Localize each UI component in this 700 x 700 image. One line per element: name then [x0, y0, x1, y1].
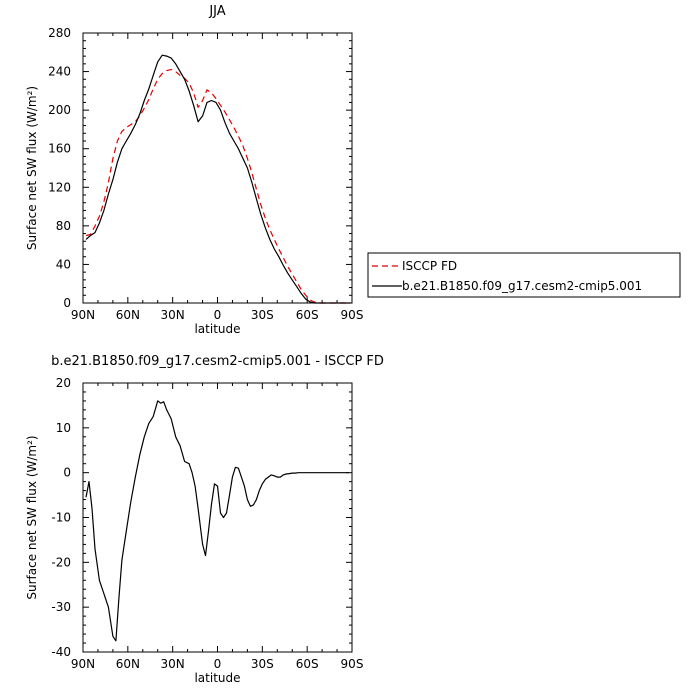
x-tick-label: 60S — [296, 657, 319, 671]
y-axis-title: Surface net SW flux (W/m²) — [25, 435, 39, 599]
x-tick-label: 30S — [251, 308, 274, 322]
series-line-0 — [85, 68, 351, 304]
x-tick-label: 30N — [161, 308, 185, 322]
legend-box — [367, 252, 681, 298]
x-tick-label: 60N — [116, 308, 140, 322]
x-tick-label: 30N — [161, 657, 185, 671]
plot-frame — [82, 382, 353, 653]
y-tick-label: 160 — [48, 142, 71, 156]
y-tick-label: 40 — [56, 257, 71, 271]
y-tick-label: 200 — [48, 103, 71, 117]
y-tick-label: 20 — [56, 376, 71, 390]
x-tick-label: 30S — [251, 657, 274, 671]
panel-top-zonal-mean: 90N 60N 30N 0 30S 60S 90S 0 40 80 120 160 200 240 280 J… — [25, 4, 681, 336]
series-line-1 — [85, 54, 351, 304]
y-tick-label: 0 — [63, 466, 71, 480]
y-tick-label: -10 — [51, 511, 71, 525]
legend-label: ISCCP FD — [402, 259, 457, 273]
y-tick-label: -30 — [51, 600, 71, 614]
panel-bottom-difference: 90N 60N 30N 0 30S 60S 90S -40 -30 -20 -10 0 10 20 b.e2… — [25, 354, 384, 685]
series-line-0 — [85, 400, 349, 642]
x-axis-title: latitude — [194, 671, 240, 685]
x-tick-label: 0 — [214, 657, 222, 671]
panel-title: JJA — [208, 4, 225, 19]
y-tick-label: 80 — [56, 219, 71, 233]
y-tick-label: -40 — [51, 645, 71, 659]
y-axis-title: Surface net SW flux (W/m²) — [25, 86, 39, 250]
y-tick-label: 0 — [63, 296, 71, 310]
x-tick-label: 90N — [71, 308, 95, 322]
y-tick-label: 10 — [56, 421, 71, 435]
y-tick-label: 240 — [48, 65, 71, 79]
panel-title: b.e21.B1850.f09_g17.cesm2-cmip5.001 - IS… — [51, 354, 384, 369]
y-tick-label: 120 — [48, 180, 71, 194]
x-tick-label: 90S — [341, 308, 364, 322]
y-tick-label: -20 — [51, 555, 71, 569]
x-tick-label: 90S — [341, 657, 364, 671]
x-axis-title: latitude — [194, 322, 240, 336]
x-tick-label: 60S — [296, 308, 319, 322]
x-tick-label: 60N — [116, 657, 140, 671]
y-tick-label: 280 — [48, 26, 71, 40]
legend-label: b.e21.B1850.f09_g17.cesm2-cmip5.001 — [402, 279, 642, 293]
x-tick-label: 0 — [214, 308, 222, 322]
x-tick-label: 90N — [71, 657, 95, 671]
plot-frame — [82, 32, 353, 304]
